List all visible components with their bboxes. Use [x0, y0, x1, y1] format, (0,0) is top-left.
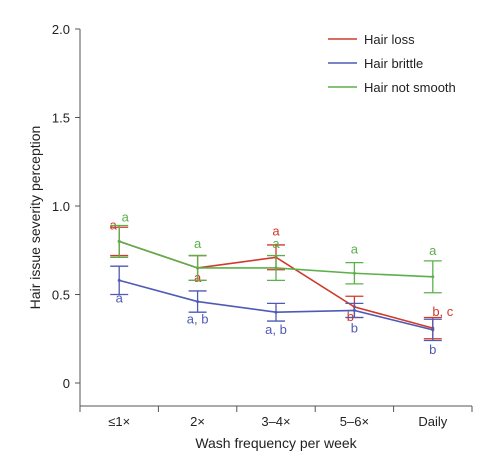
significance-label: b [351, 320, 358, 335]
significance-label: a, b [187, 312, 209, 327]
significance-label: a [194, 236, 202, 251]
legend: Hair loss Hair brittle Hair not smooth [328, 32, 456, 95]
data-point [117, 239, 121, 243]
data-point [352, 308, 356, 312]
significance-label: a [116, 290, 124, 305]
y-tick-label: 1.5 [52, 111, 70, 126]
significance-label: a [272, 236, 280, 251]
x-tick-label: 5–6× [340, 414, 369, 429]
significance-label: a [122, 209, 130, 224]
x-tick-label: ≤1× [108, 414, 130, 429]
legend-label: Hair brittle [364, 56, 423, 71]
x-tick-label: 3–4× [261, 414, 290, 429]
x-tick-label: 2× [190, 414, 205, 429]
y-tick-label: 0 [63, 376, 70, 391]
significance-label: b, c [432, 304, 453, 319]
data-point [117, 278, 121, 282]
series-hair-brittle: aa, ba, b bb [110, 265, 442, 357]
y-tick-label: 0.5 [52, 288, 70, 303]
data-point [431, 275, 435, 279]
data-point [431, 328, 435, 332]
significance-label: a [272, 223, 280, 238]
significance-label: a [351, 241, 359, 256]
axes: 0 0.5 1.0 1.5 2.0 ≤1× 2× 3–4× 5–6× Daily [52, 22, 473, 429]
x-axis-title: Wash frequency per week [195, 435, 357, 451]
significance-label: b [429, 342, 436, 357]
data-point [196, 266, 200, 270]
data-point [274, 310, 278, 314]
y-tick-label: 2.0 [52, 22, 70, 37]
x-tick-label: Daily [418, 414, 447, 429]
legend-label: Hair loss [364, 32, 415, 47]
data-point [352, 271, 356, 275]
significance-label: b [347, 309, 354, 324]
y-axis-title: Hair issue severity perception [27, 126, 43, 310]
significance-label: a [429, 243, 437, 258]
legend-label: Hair not smooth [364, 80, 456, 95]
series-hair-not-smooth: aa a a a [110, 209, 442, 294]
data-point [196, 300, 200, 304]
data-point [274, 266, 278, 270]
significance-label: a, b [265, 322, 287, 337]
y-tick-label: 1.0 [52, 199, 70, 214]
